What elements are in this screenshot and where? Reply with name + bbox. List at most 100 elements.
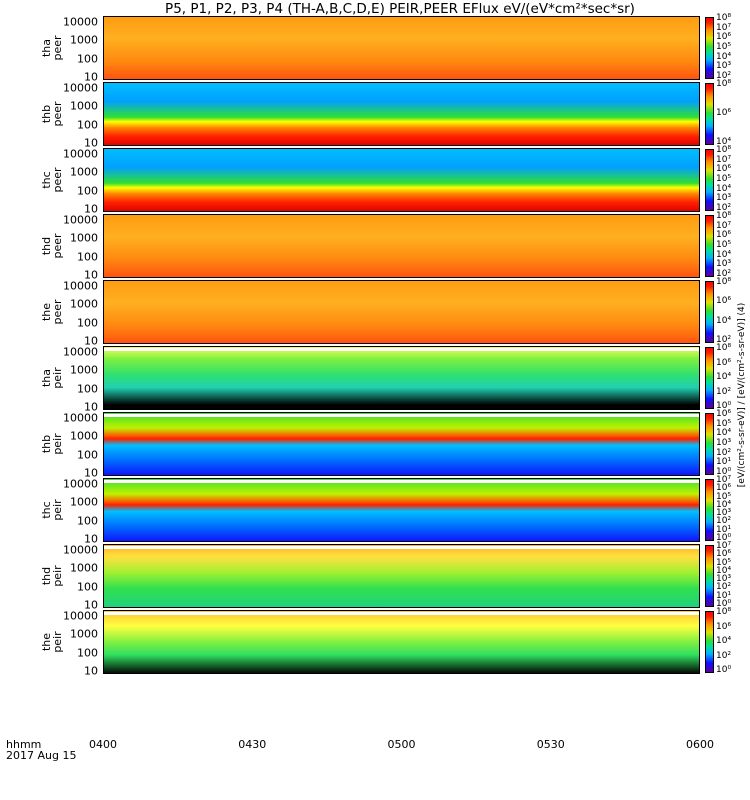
spectrogram-panel-thb-peir: [103, 412, 700, 476]
colorbar: [705, 611, 714, 673]
colorbar-tick-label: 10⁸: [716, 211, 732, 221]
colorbar-tick-label: 10⁴: [716, 565, 732, 576]
spectrogram-image: [103, 610, 700, 674]
y-tick-label: 10: [84, 136, 98, 150]
spectrogram-image: [103, 16, 700, 80]
colorbar-tick-label: 10⁰: [716, 467, 732, 477]
colorbar-tick-label: 10⁰: [716, 599, 732, 609]
y-tick-label: 10000: [63, 15, 98, 29]
spectrogram-panel-thd-peer: [103, 214, 700, 278]
colorbar-tick-label: 10⁸: [716, 277, 732, 287]
y-tick-label: 10000: [63, 213, 98, 227]
spectrogram-panel-tha-peir: [103, 346, 700, 410]
spectrogram-image: [103, 82, 700, 146]
white-strip: [103, 348, 700, 351]
colorbar-tick-label: 10³: [716, 574, 732, 585]
colorbar-tick-label: 10⁵: [716, 42, 732, 52]
y-tick-label: 10: [84, 598, 98, 612]
x-tick-label: 0530: [536, 738, 565, 751]
y-tick-label: 10000: [63, 345, 98, 359]
colorbar: [705, 215, 714, 277]
colorbar-tick-label: 10²: [716, 650, 732, 661]
colorbar-tick-label: 10⁶: [716, 483, 732, 494]
y-tick-label: 1000: [70, 495, 98, 509]
panel-frame: [103, 610, 700, 674]
y-tick-label: 10000: [63, 279, 98, 293]
spectrogram-panel-the-peer: [103, 280, 700, 344]
y-tick-label: 1000: [70, 363, 98, 377]
white-strip: [103, 546, 700, 549]
colorbar-tick-label: 10³: [716, 193, 732, 204]
colorbar-tick-label: 10²: [716, 516, 732, 527]
y-tick-label: 10: [84, 664, 98, 678]
white-strip: [103, 612, 700, 615]
colorbar-tick-label: 10⁵: [716, 240, 732, 250]
colorbar-tick-label: 10⁵: [716, 557, 732, 568]
x-tick-label: 0430: [238, 738, 267, 751]
colorbar-tick-label: 10⁸: [716, 343, 732, 353]
chart-title: P5, P1, P2, P3, P4 (TH-A,B,C,D,E) PEIR,P…: [165, 1, 635, 17]
y-tick-label: 100: [77, 184, 98, 198]
colorbar: [705, 83, 714, 145]
colorbar-tick-label: 10²: [716, 269, 732, 279]
colorbar-tick-label: 10⁴: [716, 428, 732, 439]
y-tick-label: 10: [84, 466, 98, 480]
colorbar-tick-label: 10⁷: [716, 475, 732, 485]
colorbar-tick-label: 10⁶: [716, 108, 732, 118]
colorbar-tick-label: 10³: [716, 61, 732, 72]
x-tick-label: 0400: [89, 738, 117, 751]
colorbar-tick-label: 10⁴: [716, 51, 732, 62]
colorbar: [705, 149, 714, 211]
colorbar-tick-label: 10⁴: [716, 315, 732, 326]
panel-frame: [103, 478, 700, 542]
y-tick-label: 10000: [63, 411, 98, 425]
colorbar-tick-label: 10⁵: [716, 418, 732, 429]
colorbar-tick-label: 10¹: [716, 590, 732, 601]
spectrogram-panel-thc-peer: [103, 148, 700, 212]
colorbar: [705, 347, 714, 409]
colorbar-tick-label: 10⁵: [716, 174, 732, 184]
y-tick-label: 100: [77, 52, 98, 66]
colorbar-tick-label: 10⁴: [716, 499, 732, 510]
spectrogram-panel-thc-peir: [103, 478, 700, 542]
panel-frame: [103, 16, 700, 80]
y-tick-label: 100: [77, 382, 98, 396]
colorbar-tick-label: 10⁶: [716, 409, 732, 419]
colorbar-tick-label: 10⁰: [716, 665, 732, 675]
y-tick-label: 10: [84, 70, 98, 84]
colorbar-tick-label: 10⁴: [716, 183, 732, 194]
colorbar-tick-label: 10¹: [716, 524, 732, 535]
y-tick-label: 10000: [63, 543, 98, 557]
colorbar-tick-label: 10⁰: [716, 401, 732, 411]
y-tick-label: 10000: [63, 609, 98, 623]
colorbar-tick-label: 10⁵: [716, 491, 732, 502]
colorbar-tick-label: 10⁶: [716, 230, 732, 241]
spectrogram-panel-the-peir: [103, 610, 700, 674]
spectrogram-image: [103, 346, 700, 410]
y-tick-label: 1000: [70, 165, 98, 179]
colorbar-tick-label: 10⁴: [716, 137, 732, 147]
y-tick-label: 1000: [70, 297, 98, 311]
y-tick-label: 10000: [63, 147, 98, 161]
y-tick-label: 1000: [70, 99, 98, 113]
y-tick-label: 100: [77, 316, 98, 330]
panel-frame: [103, 346, 700, 410]
colorbar: [705, 413, 714, 475]
colorbar-tick-label: 10⁶: [716, 164, 732, 175]
colorbar-tick-label: 10²: [716, 386, 732, 397]
y-tick-label: 100: [77, 448, 98, 462]
colorbar-tick-label: 10³: [716, 508, 732, 519]
colorbar-tick-label: 10⁴: [716, 372, 732, 382]
colorbar-tick-label: 10¹: [716, 457, 732, 468]
y-tick-label: 1000: [70, 231, 98, 245]
y-tick-label: 10000: [63, 477, 98, 491]
white-strip: [103, 414, 700, 417]
spectrogram-image: [103, 148, 700, 212]
colorbar: [705, 479, 714, 541]
spectrogram-image: [103, 544, 700, 608]
panel-frame: [103, 280, 700, 344]
y-tick-label: 10000: [63, 81, 98, 95]
y-tick-label: 100: [77, 646, 98, 660]
colorbar-tick-label: 10³: [716, 438, 732, 448]
colorbar-tick-label: 10⁸: [716, 145, 732, 155]
